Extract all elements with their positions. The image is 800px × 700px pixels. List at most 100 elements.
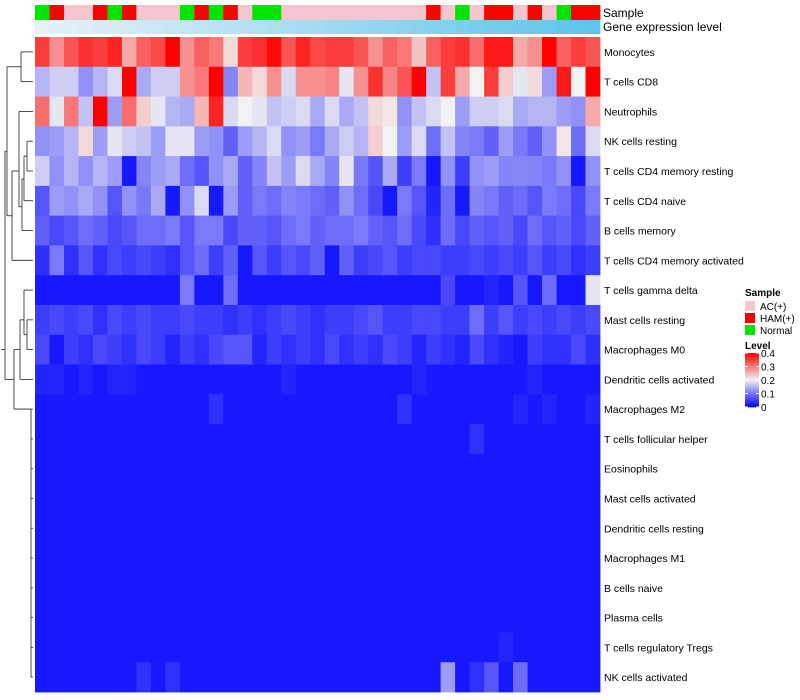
heatmap-cell xyxy=(455,662,471,693)
heatmap-cell xyxy=(179,662,195,693)
heatmap-cell xyxy=(411,96,427,127)
heatmap-cell xyxy=(310,513,326,544)
heatmap-cell xyxy=(136,424,152,455)
heatmap-cell xyxy=(368,215,384,246)
level-colorbar-segment xyxy=(745,398,759,401)
heatmap-cell xyxy=(295,453,311,484)
level-colorbar-segment xyxy=(745,382,759,385)
heatmap-cell xyxy=(571,483,586,514)
heatmap-cell xyxy=(455,66,471,97)
heatmap-cell xyxy=(165,215,181,246)
heatmap-cell xyxy=(368,453,384,484)
level-colorbar-segment xyxy=(745,405,759,408)
heatmap-cell xyxy=(78,662,94,693)
heatmap-cell xyxy=(49,275,65,306)
heatmap-cell xyxy=(281,572,297,604)
heatmap-cell xyxy=(179,602,195,633)
level-colorbar-segment xyxy=(745,363,759,366)
heatmap-cell xyxy=(150,424,166,455)
heatmap-cell xyxy=(324,424,340,455)
heatmap-cell xyxy=(324,185,340,217)
heatmap-cell xyxy=(165,275,181,306)
heatmap-cell xyxy=(411,602,427,633)
heatmap-cell xyxy=(237,245,253,276)
heatmap-cell xyxy=(440,66,456,97)
heatmap-cell xyxy=(556,483,572,514)
level-colorbar-segment xyxy=(745,377,759,380)
gene-expression-annotation-cell xyxy=(368,20,384,34)
heatmap-cell xyxy=(295,662,311,693)
heatmap-cell xyxy=(585,245,601,276)
heatmap-cell xyxy=(339,66,355,97)
heatmap-cell xyxy=(571,215,586,246)
heatmap-cell xyxy=(78,275,94,306)
heatmap-cell xyxy=(121,364,137,395)
heatmap-cell xyxy=(324,513,340,544)
heatmap-cell xyxy=(571,543,586,574)
heatmap-cell xyxy=(136,572,152,604)
heatmap-cell xyxy=(556,334,572,365)
gene-expression-annotation-cell xyxy=(165,20,181,34)
heatmap-cell xyxy=(469,602,485,633)
heatmap-cell xyxy=(368,394,384,425)
heatmap-cell xyxy=(78,37,94,68)
heatmap-cell xyxy=(353,156,369,187)
heatmap-cell xyxy=(281,632,297,663)
heatmap-cell xyxy=(35,513,50,544)
heatmap-cell xyxy=(513,453,528,484)
gene-expression-annotation-cell xyxy=(411,20,427,34)
heatmap-cell xyxy=(397,37,413,68)
heatmap-cell xyxy=(252,513,268,544)
heatmap-cell xyxy=(411,513,427,544)
heatmap-cell xyxy=(165,334,181,365)
heatmap-cell xyxy=(368,275,384,306)
heatmap-cell xyxy=(310,37,326,68)
heatmap-cell xyxy=(165,424,181,455)
heatmap-cell xyxy=(121,156,137,187)
heatmap-cell xyxy=(324,394,340,425)
heatmap-cell xyxy=(440,96,456,127)
heatmap-cell xyxy=(527,215,543,246)
heatmap-cell xyxy=(382,513,398,544)
heatmap-cell xyxy=(63,275,79,306)
heatmap-cell xyxy=(324,662,340,693)
heatmap-cell xyxy=(310,275,326,306)
heatmap-cell xyxy=(556,453,572,484)
heatmap-cell xyxy=(556,37,572,68)
heatmap-cell xyxy=(411,424,427,455)
heatmap-cell xyxy=(353,364,369,395)
heatmap-cell xyxy=(585,215,601,246)
level-colorbar-segment xyxy=(745,373,759,375)
heatmap-cell xyxy=(107,424,123,455)
heatmap-cell xyxy=(440,483,456,514)
heatmap-cell xyxy=(266,66,282,97)
gene-expression-annotation-cell xyxy=(440,20,456,34)
heatmap-cell xyxy=(382,185,398,217)
heatmap-cell xyxy=(107,96,123,127)
heatmap-cell xyxy=(252,394,268,425)
heatmap-cell xyxy=(382,37,398,68)
heatmap-cell xyxy=(527,275,543,306)
sample-annotation-cell xyxy=(107,5,123,20)
heatmap-cell xyxy=(426,185,442,217)
heatmap-cell xyxy=(513,66,528,97)
heatmap-cell xyxy=(542,513,557,544)
heatmap-cell xyxy=(556,156,572,187)
level-colorbar-segment xyxy=(745,361,759,363)
heatmap-cell xyxy=(237,424,253,455)
sample-annotation-cell xyxy=(165,5,181,20)
level-colorbar-segment xyxy=(745,370,759,373)
heatmap-cell xyxy=(556,364,572,395)
heatmap-cell xyxy=(92,334,108,365)
heatmap-cell xyxy=(78,334,94,365)
heatmap-cell xyxy=(35,572,50,604)
heatmap-cell xyxy=(121,185,137,217)
level-colorbar-segment xyxy=(745,388,759,390)
sample-annotation-cell xyxy=(513,5,528,20)
heatmap-cell xyxy=(382,483,398,514)
heatmap-cell xyxy=(92,126,108,157)
heatmap-cell xyxy=(469,304,485,336)
heatmap-cell xyxy=(121,513,137,544)
heatmap-cell xyxy=(469,543,485,574)
heatmap-cell xyxy=(498,632,514,663)
